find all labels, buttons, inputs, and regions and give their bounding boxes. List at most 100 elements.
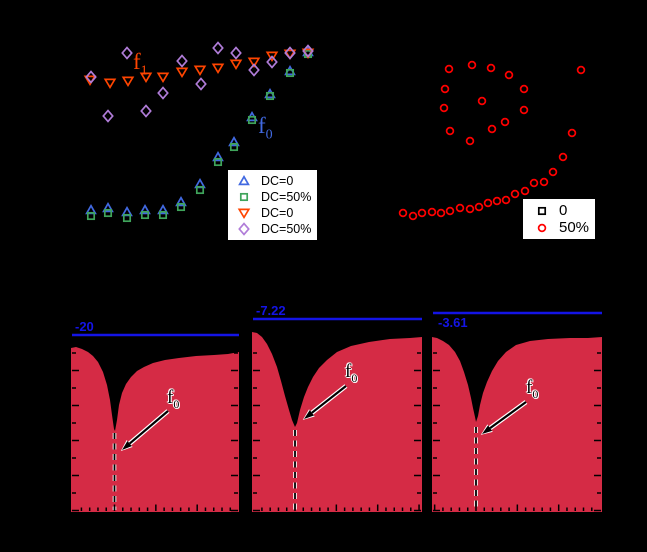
scatter-point-diamond bbox=[248, 63, 260, 77]
arrowhead bbox=[122, 440, 132, 450]
scatter-point-square bbox=[247, 115, 257, 125]
scatter-point-circle bbox=[558, 152, 568, 162]
legend-item: DC=50% bbox=[228, 189, 317, 205]
triangle-down-legend-icon bbox=[237, 208, 251, 220]
scatter-point-triangle-up bbox=[238, 174, 250, 186]
scatter-point-square bbox=[229, 142, 239, 152]
scatter-point-triangle-down bbox=[193, 65, 207, 77]
scatter-point-square bbox=[140, 210, 150, 220]
scatter-point-circle bbox=[519, 84, 529, 94]
scatter-point-square bbox=[213, 157, 223, 167]
scatter-point-triangle-down bbox=[103, 78, 117, 90]
scatter-point-circle bbox=[500, 117, 510, 127]
f0-sub: 0 bbox=[173, 396, 180, 411]
scatter-point-diamond bbox=[85, 70, 97, 84]
scatter-point-circle bbox=[440, 84, 450, 94]
f0-text: f bbox=[526, 377, 533, 398]
arrowhead bbox=[304, 410, 314, 419]
spectrum-fill bbox=[71, 347, 239, 512]
f0-annotation-panel1: f0 bbox=[167, 388, 179, 410]
scatter-point-triangle-up bbox=[228, 135, 240, 147]
scatter-point-square bbox=[103, 208, 113, 218]
square-legend-icon bbox=[239, 192, 249, 202]
scatter-point-triangle-up bbox=[212, 150, 224, 162]
legend-item-label: DC=50% bbox=[261, 222, 312, 236]
scatter-point-square bbox=[537, 206, 547, 215]
ref-level-label-panel3: -3.61 bbox=[438, 315, 468, 330]
scatter-point-circle bbox=[501, 195, 511, 205]
f0-annotation-panel2: f0 bbox=[345, 362, 357, 384]
legend-item: DC=50% bbox=[228, 221, 317, 237]
ref-level-label-panel1: -20 bbox=[75, 319, 94, 334]
scatter-point-triangle-up bbox=[139, 203, 151, 215]
legend-item: DC=0 bbox=[228, 205, 317, 221]
scatter-point-circle bbox=[427, 207, 437, 217]
f0-annotation: f0 bbox=[258, 114, 273, 143]
scatter-point-diamond bbox=[140, 104, 152, 118]
spectrum-panel-2 bbox=[252, 317, 422, 512]
scatter-point-circle bbox=[455, 203, 465, 213]
legend-item-label: DC=50% bbox=[261, 190, 312, 204]
scatter-point-square bbox=[158, 210, 168, 220]
f0-sub: 0 bbox=[351, 370, 358, 385]
scatter-point-circle bbox=[548, 167, 558, 177]
scatter-point-triangle-up bbox=[102, 201, 114, 213]
legend-top-left: DC=0 DC=50% DC=0 DC=50% bbox=[228, 170, 317, 240]
legend-item: 0 bbox=[523, 202, 595, 219]
scatter-point-diamond bbox=[238, 222, 250, 236]
scatter-point-circle bbox=[504, 70, 514, 80]
f1-annotation-text: f bbox=[133, 49, 141, 74]
scatter-point-diamond bbox=[212, 41, 224, 55]
scatter-point-circle bbox=[510, 189, 520, 199]
scatter-point-triangle-down bbox=[175, 67, 189, 79]
circle-legend-icon bbox=[537, 223, 547, 232]
diamond-legend-icon bbox=[238, 222, 250, 236]
f0-annotation-text: f bbox=[258, 113, 266, 138]
axis-ticks bbox=[433, 352, 601, 512]
scatter-point-square bbox=[176, 202, 186, 212]
scatter-point-circle bbox=[477, 96, 487, 106]
square-legend-icon bbox=[537, 206, 547, 215]
scatter-point-circle bbox=[529, 178, 539, 188]
f0-annotation-sub: 0 bbox=[265, 127, 273, 143]
arrow-line bbox=[128, 410, 169, 445]
scatter-point-diamond bbox=[266, 55, 278, 69]
scatter-point-triangle-down bbox=[265, 51, 279, 63]
scatter-point-triangle-down bbox=[237, 208, 251, 220]
scatter-point-circle bbox=[519, 105, 529, 115]
scatter-point-diamond bbox=[284, 46, 296, 60]
scatter-point-square bbox=[195, 185, 205, 195]
scatter-point-triangle-up bbox=[157, 203, 169, 215]
scatter-point-diamond bbox=[121, 46, 133, 60]
scatter-point-circle bbox=[465, 136, 475, 146]
spectrum-fill bbox=[252, 332, 422, 512]
scatter-point-diamond bbox=[302, 44, 314, 58]
scatter-point-triangle-down bbox=[139, 72, 153, 84]
scatter-point-diamond bbox=[102, 109, 114, 123]
scatter-point-circle bbox=[520, 186, 530, 196]
scatter-point-diamond bbox=[195, 77, 207, 91]
triangle-up-legend-icon bbox=[238, 174, 250, 186]
scatter-point-square bbox=[285, 68, 295, 78]
arrow-line bbox=[489, 401, 527, 430]
scatter-point-circle bbox=[567, 128, 577, 138]
scatter-point-circle bbox=[398, 208, 408, 218]
legend-item-label: 50% bbox=[559, 219, 590, 236]
scatter-point-square bbox=[86, 211, 96, 221]
legend-top-right: 0 50% bbox=[523, 199, 595, 239]
f0-text: f bbox=[167, 387, 174, 408]
axis-ticks bbox=[253, 352, 421, 512]
scatter-point-triangle-up bbox=[175, 195, 187, 207]
scatter-point-circle bbox=[408, 211, 418, 221]
scatter-point-circle bbox=[467, 60, 477, 70]
legend-item: 50% bbox=[523, 219, 595, 236]
scatter-point-square bbox=[122, 213, 132, 223]
scatter-point-circle bbox=[445, 126, 455, 136]
scatter-point-circle bbox=[444, 64, 454, 74]
scatter-point-diamond bbox=[176, 54, 188, 68]
scatter-point-circle bbox=[445, 206, 455, 216]
arrowhead bbox=[482, 425, 493, 434]
scatter-point-square bbox=[239, 192, 249, 202]
